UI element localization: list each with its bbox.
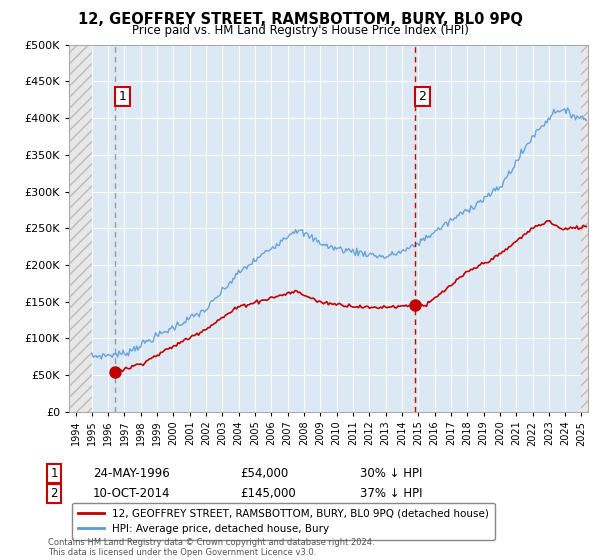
Text: 1: 1 bbox=[50, 466, 58, 480]
Text: 37% ↓ HPI: 37% ↓ HPI bbox=[360, 487, 422, 501]
Text: 10-OCT-2014: 10-OCT-2014 bbox=[93, 487, 170, 501]
Text: 2: 2 bbox=[419, 90, 427, 102]
Text: 24-MAY-1996: 24-MAY-1996 bbox=[93, 466, 170, 480]
Text: £145,000: £145,000 bbox=[240, 487, 296, 501]
Text: Price paid vs. HM Land Registry's House Price Index (HPI): Price paid vs. HM Land Registry's House … bbox=[131, 24, 469, 36]
Text: 30% ↓ HPI: 30% ↓ HPI bbox=[360, 466, 422, 480]
Text: 2: 2 bbox=[50, 487, 58, 501]
Text: 12, GEOFFREY STREET, RAMSBOTTOM, BURY, BL0 9PQ: 12, GEOFFREY STREET, RAMSBOTTOM, BURY, B… bbox=[77, 12, 523, 27]
Text: 1: 1 bbox=[119, 90, 127, 102]
Legend: 12, GEOFFREY STREET, RAMSBOTTOM, BURY, BL0 9PQ (detached house), HPI: Average pr: 12, GEOFFREY STREET, RAMSBOTTOM, BURY, B… bbox=[71, 502, 496, 540]
Text: Contains HM Land Registry data © Crown copyright and database right 2024.
This d: Contains HM Land Registry data © Crown c… bbox=[48, 538, 374, 557]
Text: £54,000: £54,000 bbox=[240, 466, 288, 480]
